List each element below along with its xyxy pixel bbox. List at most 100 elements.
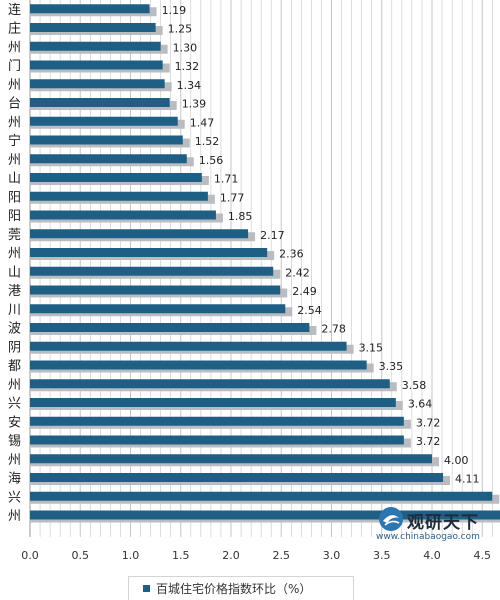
bar <box>30 248 268 257</box>
value-label: 3.72 <box>416 435 441 448</box>
legend: 百城住宅价格指数环比（%） <box>128 576 354 600</box>
x-axis-ticks: 0.0 0.5 1.0 1.5 2.0 2.5 3.0 3.5 4.0 4.5 <box>21 549 491 562</box>
category-label: 波 <box>8 322 21 337</box>
category-label: 门 <box>8 59 21 74</box>
bar <box>30 416 404 426</box>
category-label: 阴 <box>8 340 21 355</box>
value-label: 4.00 <box>444 454 469 467</box>
x-tick-label: 1.0 <box>122 549 140 562</box>
value-label: 2.36 <box>279 248 304 261</box>
x-tick-label: 4.5 <box>474 549 492 562</box>
value-label: 1.32 <box>175 60 200 73</box>
category-label: 莞 <box>8 228 21 243</box>
value-label: 1.30 <box>173 41 198 54</box>
bar <box>30 41 161 51</box>
value-label: 1.52 <box>195 135 220 148</box>
category-label: 州 <box>8 378 21 393</box>
bar <box>30 454 432 464</box>
bar <box>30 173 202 182</box>
value-label: 1.39 <box>182 98 207 111</box>
category-label: 阳 <box>8 209 21 224</box>
category-label: 州 <box>8 453 21 468</box>
value-label: 2.42 <box>285 266 310 279</box>
bar <box>30 116 178 126</box>
value-label: 2.78 <box>321 323 346 336</box>
bar <box>30 98 170 107</box>
category-label: 安 <box>8 415 21 430</box>
category-label: 海 <box>8 472 21 487</box>
value-label: 1.77 <box>220 191 245 204</box>
bar <box>30 4 150 14</box>
category-label: 州 <box>8 115 21 130</box>
category-label: 山 <box>8 172 21 187</box>
x-tick-label: 1.5 <box>172 549 190 562</box>
brand-url: www.chinabaogao.com <box>376 532 480 542</box>
brand-name: 观研天下 <box>407 513 479 533</box>
bar <box>30 491 493 501</box>
bar <box>30 360 367 370</box>
value-label: 1.19 <box>162 4 187 17</box>
watermark: 观研天下 www.chinabaogao.com <box>374 504 500 544</box>
value-label: 2.49 <box>292 285 317 298</box>
category-label: 港 <box>8 284 21 299</box>
value-label: 3.15 <box>359 341 384 354</box>
value-label: 1.85 <box>228 210 253 223</box>
value-label: 4.11 <box>455 473 480 486</box>
bar <box>30 473 444 482</box>
value-label: 2.54 <box>297 304 322 317</box>
category-label: 州 <box>8 509 21 524</box>
bar <box>30 210 216 220</box>
value-label: 3.35 <box>379 360 404 373</box>
bar <box>30 398 396 407</box>
bar <box>30 323 310 332</box>
category-label: 台 <box>8 97 21 112</box>
bar <box>30 154 187 164</box>
value-labels: 1.161.191.251.301.321.341.391.471.521.56… <box>162 4 480 486</box>
category-label: 山 <box>8 265 21 280</box>
value-label: 1.34 <box>177 79 202 92</box>
category-label: 都 <box>8 359 21 374</box>
category-label: 兴 <box>8 490 21 505</box>
bar <box>30 135 183 145</box>
bar <box>30 379 390 389</box>
value-label: 3.64 <box>408 398 433 411</box>
value-label: 3.58 <box>402 379 427 392</box>
category-label: 阳 <box>8 190 21 205</box>
category-label: 庄 <box>8 21 21 37</box>
category-label: 川 <box>8 303 21 318</box>
x-tick-label: 4.0 <box>423 549 441 562</box>
bar <box>30 266 274 276</box>
x-tick-label: 3.5 <box>373 549 391 562</box>
bar <box>30 510 500 520</box>
x-tick-label: 2.5 <box>273 549 291 562</box>
bar <box>30 60 163 70</box>
category-label: 州 <box>8 40 21 55</box>
bar <box>30 79 165 89</box>
category-label: 锡 <box>8 434 21 449</box>
value-label: 1.25 <box>168 23 193 36</box>
category-label: 兴 <box>8 397 21 412</box>
category-label: 州 <box>8 247 21 262</box>
legend-swatch <box>143 585 150 592</box>
bars <box>30 4 500 523</box>
value-label: 2.17 <box>260 229 285 242</box>
bar <box>30 191 208 201</box>
bar <box>30 285 281 295</box>
value-label: 3.72 <box>416 416 441 429</box>
category-label: 州 <box>8 78 21 93</box>
x-tick-label: 0.5 <box>72 549 90 562</box>
x-tick-label: 2.0 <box>222 549 240 562</box>
bar <box>30 341 347 351</box>
brand-logo-icon <box>379 507 403 531</box>
value-label: 1.71 <box>214 173 239 186</box>
category-labels: 金连庄州门州台州宁州山阳阳莞州山港川波阴都州兴安锡州海兴州 <box>8 2 21 524</box>
bar <box>30 304 286 314</box>
category-label: 连 <box>8 2 21 18</box>
legend-label: 百城住宅价格指数环比（%） <box>156 582 312 596</box>
category-label: 州 <box>8 153 21 168</box>
value-label: 1.56 <box>199 154 224 167</box>
x-tick-label: 3.0 <box>323 549 341 562</box>
category-label: 宁 <box>8 133 21 149</box>
value-label: 1.47 <box>190 116 215 129</box>
